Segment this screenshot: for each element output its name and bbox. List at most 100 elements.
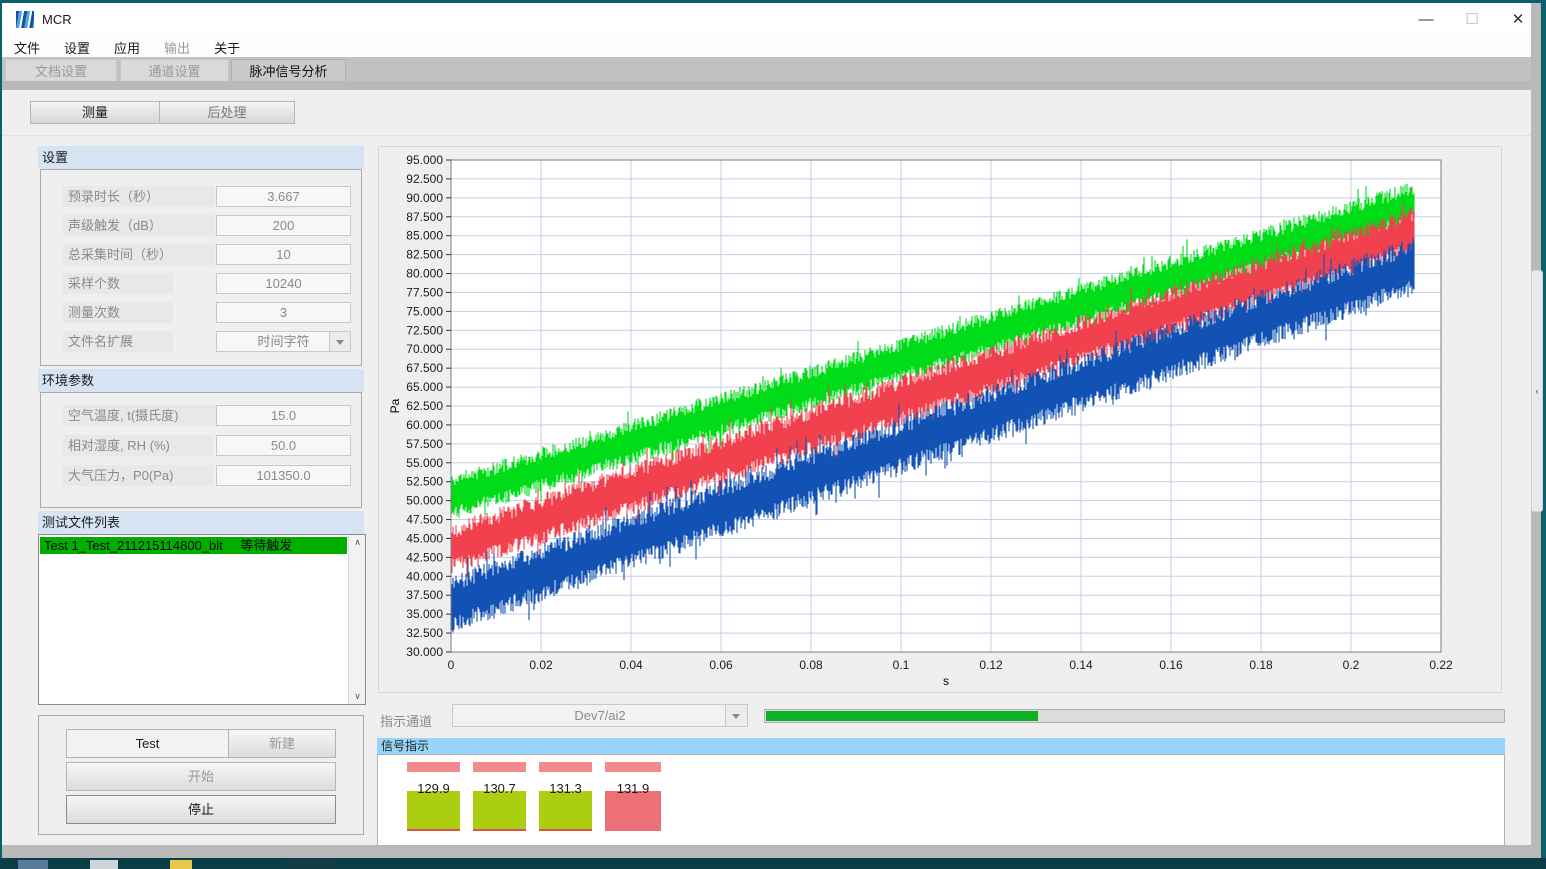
svg-text:87.500: 87.500 — [406, 210, 443, 224]
svg-text:0.08: 0.08 — [799, 658, 823, 672]
title-bar: MCR — ☐ ✕ — [2, 3, 1541, 36]
tab-document-settings[interactable]: 文档设置 — [5, 59, 117, 83]
scroll-down-icon[interactable]: ∨ — [354, 691, 361, 701]
signal-level-box — [407, 791, 460, 831]
signal-top-bar — [605, 762, 661, 772]
svg-text:75.000: 75.000 — [406, 304, 443, 318]
field-value-trigger-level[interactable]: 200 — [216, 215, 351, 236]
svg-text:0.02: 0.02 — [529, 658, 553, 672]
signal-green — [451, 183, 1415, 518]
field-label-total-time: 总采集时间（秒） — [63, 244, 215, 265]
taskbar-app-icon[interactable] — [18, 860, 48, 869]
field-value-air-temp[interactable]: 15.0 — [216, 405, 351, 426]
signal-blue — [451, 237, 1415, 642]
menu-settings[interactable]: 设置 — [64, 41, 91, 56]
svg-text:65.000: 65.000 — [406, 380, 443, 394]
svg-text:35.000: 35.000 — [406, 607, 443, 621]
svg-text:0.22: 0.22 — [1429, 658, 1453, 672]
controls-groupbox: Test 新建 开始 停止 — [38, 715, 364, 835]
collapse-panel-handle[interactable]: ‹ — [1531, 270, 1543, 512]
svg-text:72.500: 72.500 — [406, 323, 443, 337]
svg-text:47.500: 47.500 — [406, 513, 443, 527]
svg-text:67.500: 67.500 — [406, 361, 443, 375]
taskbar — [0, 858, 1546, 869]
svg-text:45.000: 45.000 — [406, 531, 443, 545]
field-value-humidity[interactable]: 50.0 — [216, 435, 351, 456]
close-icon[interactable]: ✕ — [1511, 11, 1525, 28]
field-value-pressure[interactable]: 101350.0 — [216, 465, 351, 486]
svg-text:0.06: 0.06 — [709, 658, 733, 672]
filename-ext-value: 时间字符 — [257, 334, 310, 349]
list-item[interactable]: Test 1_Test_211215114800_blt 等待触发 — [40, 537, 347, 554]
test-file-status: 等待触发 — [240, 538, 293, 553]
svg-text:0.14: 0.14 — [1069, 658, 1093, 672]
field-label-measure-count: 测量次数 — [63, 302, 173, 323]
menu-output: 输出 — [164, 41, 191, 56]
scroll-up-icon[interactable]: ∧ — [354, 537, 361, 547]
signal-level-box — [605, 791, 661, 831]
svg-text:57.500: 57.500 — [406, 437, 443, 451]
signal-indication-header: 信号指示 — [377, 738, 1505, 754]
waveform-chart: 30.000 32.500 35.000 37.500 40.000 42.500 45.0… — [378, 146, 1502, 693]
svg-text:90.000: 90.000 — [406, 191, 443, 205]
acquisition-progress-bar — [764, 709, 1505, 723]
progress-fill — [766, 711, 1038, 721]
menu-bar: 文件 设置 应用 输出 关于 — [2, 36, 1531, 57]
field-label-air-temp: 空气温度, t(摄氏度) — [63, 405, 231, 426]
subtab-measure[interactable]: 测量 — [30, 101, 160, 124]
tab-channel-settings[interactable]: 通道设置 — [120, 59, 229, 83]
field-value-prerecord[interactable]: 3.667 — [216, 186, 351, 207]
svg-text:37.500: 37.500 — [406, 588, 443, 602]
field-value-measure-count[interactable]: 3 — [216, 302, 351, 323]
signal-level-box — [539, 791, 592, 831]
new-button[interactable]: 新建 — [228, 729, 336, 758]
stop-button[interactable]: 停止 — [66, 795, 336, 824]
signal-value: 131.9 — [616, 781, 650, 796]
svg-text:40.000: 40.000 — [406, 569, 443, 583]
list-scrollbar[interactable]: ∧ ∨ — [348, 535, 365, 704]
signal-level-box — [473, 791, 526, 831]
filename-ext-dropdown[interactable]: 时间字符 — [216, 331, 351, 352]
chevron-down-icon[interactable] — [725, 705, 747, 726]
env-header: 环境参数 — [38, 369, 364, 392]
svg-text:82.500: 82.500 — [406, 248, 443, 262]
field-label-filename-ext: 文件名扩展 — [63, 331, 173, 352]
y-axis-label: Pa — [388, 398, 402, 413]
svg-text:0.12: 0.12 — [979, 658, 1003, 672]
start-button[interactable]: 开始 — [66, 762, 336, 791]
svg-text:0.18: 0.18 — [1249, 658, 1273, 672]
maximize-icon[interactable]: ☐ — [1465, 11, 1479, 28]
subtab-postprocess[interactable]: 后处理 — [159, 101, 295, 124]
field-value-sample-count[interactable]: 10240 — [216, 273, 351, 294]
test-file-name: Test 1_Test_211215114800_blt — [44, 538, 223, 553]
indicator-channel-dropdown[interactable]: Dev7/ai2 — [452, 704, 748, 727]
window-frame — [2, 845, 1531, 858]
file-list-header: 测试文件列表 — [38, 511, 364, 534]
signal-red — [451, 203, 1415, 577]
svg-text:62.500: 62.500 — [406, 399, 443, 413]
signal-value: 131.3 — [549, 781, 582, 796]
menu-about[interactable]: 关于 — [214, 41, 241, 56]
field-label-pressure: 大气压力，P0(Pa) — [63, 465, 213, 486]
taskbar-app-icon[interactable] — [285, 860, 335, 869]
collapse-left-icon: ‹ — [1535, 386, 1539, 396]
menu-apply[interactable]: 应用 — [114, 41, 141, 56]
app-window: MCR — ☐ ✕ 文件 设置 应用 输出 关于 文档设置 通道设置 脉冲信号分… — [2, 3, 1543, 858]
taskbar-app-icon[interactable] — [90, 860, 118, 869]
window-title: MCR — [42, 12, 72, 27]
svg-text:0.16: 0.16 — [1159, 658, 1183, 672]
settings-groupbox: 预录时长（秒） 3.667 声级触发（dB） 200 总采集时间（秒） 10 采… — [40, 169, 362, 366]
env-groupbox: 空气温度, t(摄氏度) 15.0 相对湿度, RH (%) 50.0 大气压力… — [40, 392, 362, 508]
menu-file[interactable]: 文件 — [14, 41, 41, 56]
minimize-icon[interactable]: — — [1418, 11, 1434, 28]
taskbar-app-icon[interactable] — [170, 860, 192, 869]
field-value-total-time[interactable]: 10 — [216, 244, 351, 265]
svg-text:42.500: 42.500 — [406, 550, 443, 564]
svg-text:0: 0 — [448, 658, 455, 672]
chevron-down-icon[interactable] — [329, 332, 350, 351]
test-name-field[interactable]: Test — [66, 729, 229, 758]
axis-ticks — [446, 159, 451, 653]
svg-text:85.000: 85.000 — [406, 229, 443, 243]
svg-text:52.500: 52.500 — [406, 475, 443, 489]
svg-text:0.1: 0.1 — [893, 658, 910, 672]
